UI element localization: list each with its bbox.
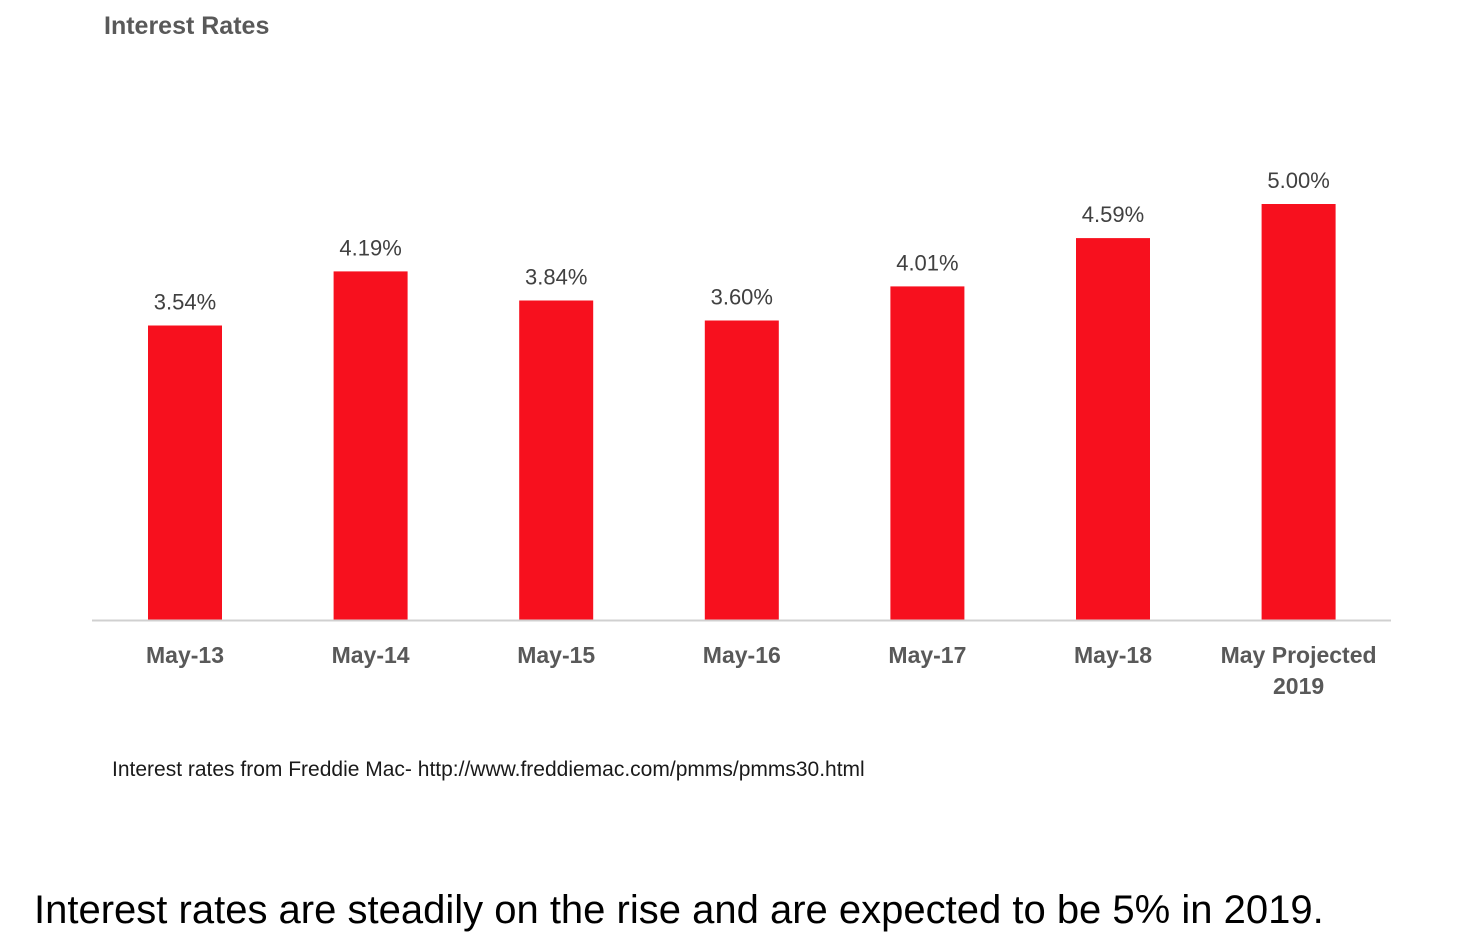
data-label: 4.19%	[339, 235, 401, 260]
data-label: 3.60%	[711, 285, 773, 310]
bar	[333, 271, 408, 620]
chart-title: Interest Rates	[104, 12, 270, 40]
source-note: Interest rates from Freddie Mac- http://…	[112, 758, 865, 781]
data-label: 5.00%	[1267, 168, 1329, 193]
bar	[519, 300, 594, 620]
bar	[704, 320, 779, 620]
bar	[148, 325, 222, 620]
bar-chart: 3.54% May-13 4.19% May-14 3.84% May-15 3.60% Ma…	[92, 168, 1391, 699]
data-label: 4.59%	[1082, 202, 1144, 227]
x-tick-label: May Projected 2019	[1221, 642, 1377, 699]
data-label: 3.84%	[525, 265, 587, 290]
data-label: 3.54%	[154, 290, 216, 315]
bar	[1261, 204, 1336, 620]
x-tick-label: May-15	[517, 642, 595, 668]
caption: Interest rates are steadily on the rise …	[34, 888, 1324, 932]
x-tick-label: May-14	[332, 642, 410, 668]
x-tick-label: May-13	[146, 642, 224, 668]
x-tick-label: May-16	[703, 642, 781, 668]
data-label: 4.01%	[896, 250, 958, 275]
bar	[890, 286, 965, 620]
x-tick-label: May-18	[1074, 642, 1152, 668]
bar	[1076, 238, 1150, 620]
x-tick-label: May-17	[888, 642, 966, 668]
